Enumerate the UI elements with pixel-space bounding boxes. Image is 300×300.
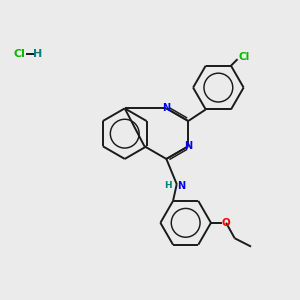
Text: H: H <box>33 49 42 59</box>
Text: N: N <box>177 181 185 191</box>
Text: H: H <box>164 181 171 190</box>
Text: Cl: Cl <box>238 52 250 62</box>
Text: O: O <box>222 218 230 228</box>
Text: N: N <box>184 141 192 151</box>
Text: N: N <box>162 103 170 113</box>
Text: Cl: Cl <box>14 49 26 59</box>
